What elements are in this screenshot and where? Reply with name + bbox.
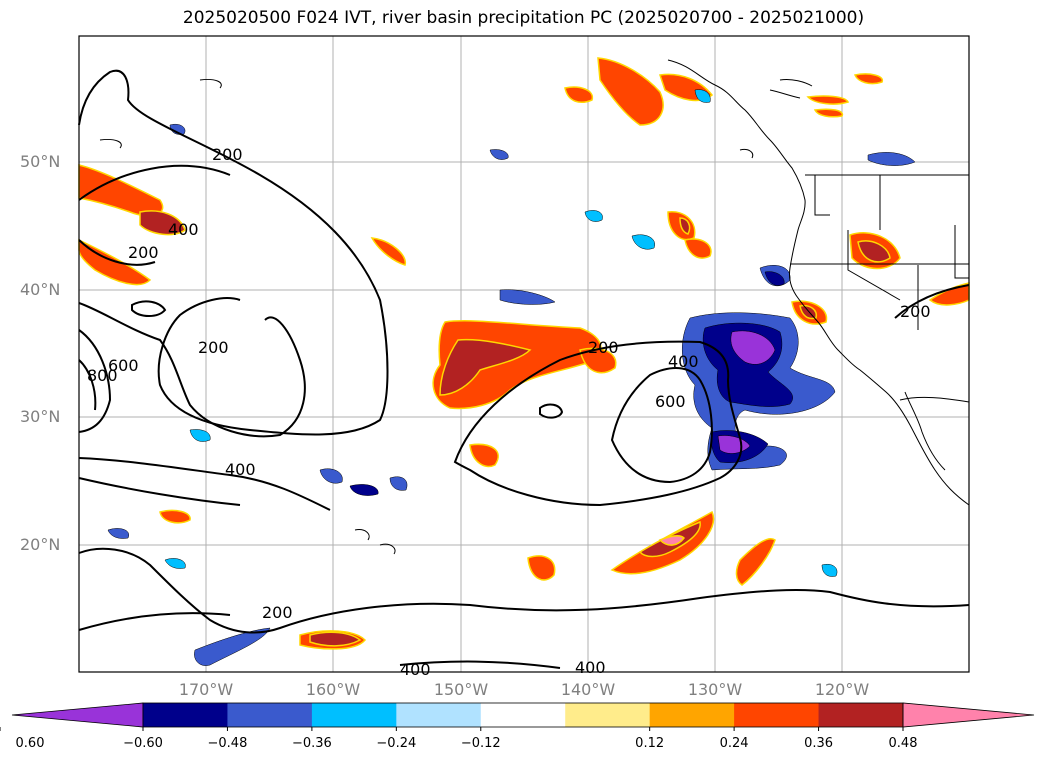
colorbar-segment [396, 703, 482, 727]
ivt-contours [78, 69, 970, 669]
colorbar-segment [649, 703, 735, 727]
ivt-contour-label: 400 [225, 460, 256, 479]
lat-label-40n: 40°N [20, 280, 61, 299]
lon-label-120w: 120°W [814, 680, 870, 699]
colorbar-tick-label: 0.24 [719, 736, 749, 751]
ivt-contour-label: 200 [212, 145, 243, 164]
colorbar-segment [227, 703, 313, 727]
lon-label-140w: 140°W [560, 680, 616, 699]
colorbar-tick-label: 0.12 [635, 736, 665, 751]
ivt-contour-label: 800 [87, 366, 118, 385]
negative-precip-patches [107, 89, 916, 666]
colorbar-tick-label: −0.60 [123, 736, 163, 751]
map-title: 2025020500 F024 IVT, river basin precipi… [182, 8, 865, 28]
ivt-contour-label: 400 [668, 352, 699, 371]
positive-precip-patches [78, 57, 970, 650]
ivt-contour-label: 400 [575, 658, 606, 677]
ivt-contour-label: 200 [900, 302, 931, 321]
ivt-contour-label: 200 [588, 338, 619, 357]
lat-label-30n: 30°N [20, 407, 61, 426]
lon-label-130w: 130°W [687, 680, 743, 699]
ivt-contour-label: 200 [198, 338, 229, 357]
ivt-contour-label: 400 [400, 660, 431, 679]
colorbar-extend-min [11, 702, 144, 728]
colorbar-tick-label: 0.60 [15, 736, 45, 751]
colorbar-segment [734, 703, 820, 727]
colorbar-segment [143, 703, 228, 727]
lat-label-50n: 50°N [20, 152, 61, 171]
coastlines [99, 59, 970, 555]
lat-label-20n: 20°N [20, 535, 61, 554]
colorbar-segment [818, 703, 904, 727]
colorbar-tick-label: 0.36 [804, 736, 834, 751]
colorbar-segment [565, 703, 651, 727]
lon-label-170w: 170°W [178, 680, 234, 699]
colorbar-tick-label: −0.36 [291, 736, 332, 751]
ivt-contour-label: 200 [128, 243, 159, 262]
colorbar-segment [311, 703, 397, 727]
ivt-contour-label: 600 [108, 356, 139, 375]
colorbar-tick-label: 0.48 [888, 736, 918, 751]
colorbar-segment [480, 703, 566, 727]
ivt-contour-label: 400 [168, 220, 199, 239]
colorbar-tick-label: −0.12 [460, 736, 501, 751]
lon-label-160w: 160°W [305, 680, 361, 699]
colorbar-tick-label: −0.24 [376, 736, 417, 751]
ivt-contour-label: 600 [655, 392, 686, 411]
colorbar [0, 702, 1035, 731]
colorbar-tick-label: −0.48 [207, 736, 248, 751]
lon-label-150w: 150°W [433, 680, 489, 699]
colorbar-extend-max [902, 702, 1035, 728]
ivt-contour-label: 200 [262, 603, 293, 622]
